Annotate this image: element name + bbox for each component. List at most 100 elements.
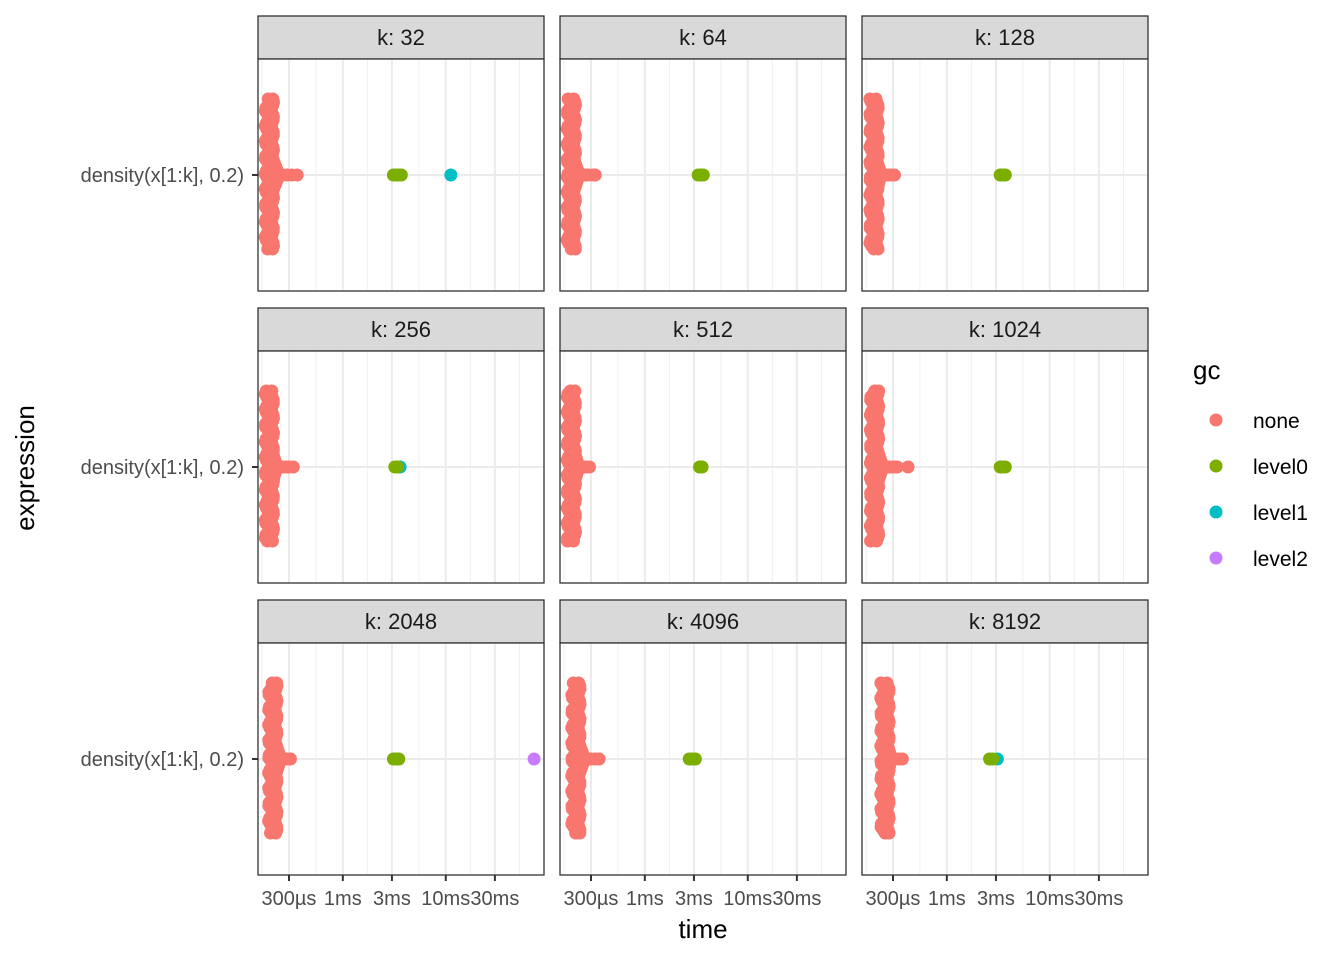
data-point bbox=[262, 485, 276, 499]
legend: gc none level0 level1 level2 bbox=[1193, 355, 1308, 571]
x-axis-title: time bbox=[678, 914, 727, 944]
series-none bbox=[560, 384, 596, 548]
data-point bbox=[592, 752, 606, 766]
data-point bbox=[266, 777, 280, 791]
series-none bbox=[258, 384, 300, 548]
legend-item-none: none bbox=[1209, 410, 1300, 433]
series-level0 bbox=[386, 168, 408, 182]
panel-border bbox=[861, 642, 1149, 876]
legend-key-level2 bbox=[1209, 551, 1223, 565]
data-point bbox=[391, 460, 405, 474]
series-level0 bbox=[388, 460, 405, 474]
facet-strip-label: k: 2048 bbox=[365, 609, 437, 634]
facet-strip-label: k: 32 bbox=[377, 25, 425, 50]
legend-item-level0: level0 bbox=[1209, 456, 1308, 479]
facet-panel: k: 8192 300µs 1ms 3ms 10ms 30ms bbox=[861, 599, 1149, 910]
data-point bbox=[286, 460, 300, 474]
x-tick-label: 3ms bbox=[977, 888, 1015, 910]
legend-key-level1 bbox=[1209, 505, 1223, 519]
x-tick-label: 30ms bbox=[1074, 888, 1123, 910]
data-point bbox=[882, 826, 896, 840]
facet-strip bbox=[861, 15, 1149, 60]
panel-border bbox=[861, 350, 1149, 584]
data-point bbox=[998, 168, 1012, 182]
data-point bbox=[695, 460, 709, 474]
facet-strip bbox=[257, 307, 545, 352]
series-level0 bbox=[993, 168, 1012, 182]
series-level0 bbox=[983, 752, 1000, 766]
series-none bbox=[863, 92, 901, 256]
facet-strip-label: k: 512 bbox=[673, 317, 733, 342]
facet-strip bbox=[559, 599, 847, 644]
panel-border bbox=[559, 58, 847, 292]
legend-label: level0 bbox=[1253, 456, 1308, 479]
data-point bbox=[269, 826, 283, 840]
x-tick-label: 10ms bbox=[1025, 888, 1074, 910]
facet-strip-label: k: 256 bbox=[371, 317, 431, 342]
facet-panel: k: 2048 density(x[1:k], 0.2) 300µs 1ms 3ms 10… bbox=[81, 599, 545, 910]
legend-key-level0 bbox=[1209, 459, 1223, 473]
data-point bbox=[262, 193, 276, 207]
data-point bbox=[588, 168, 602, 182]
data-point bbox=[566, 534, 580, 548]
facet-panel: k: 1024 bbox=[861, 307, 1149, 584]
series-level0 bbox=[386, 752, 406, 766]
data-point bbox=[564, 193, 578, 207]
data-point bbox=[394, 168, 408, 182]
facet-panel: k: 512 bbox=[559, 307, 847, 584]
legend-key-none bbox=[1209, 413, 1223, 427]
series-none bbox=[258, 92, 304, 256]
x-tick-label: 10ms bbox=[421, 888, 470, 910]
legend-label: level2 bbox=[1253, 548, 1308, 571]
data-point bbox=[527, 752, 541, 766]
facet-strip bbox=[559, 15, 847, 60]
data-point bbox=[998, 460, 1012, 474]
data-point bbox=[890, 460, 904, 474]
y-tick-label: density(x[1:k], 0.2) bbox=[81, 165, 244, 187]
facet-strip-label: k: 4096 bbox=[667, 609, 739, 634]
series-level0 bbox=[691, 168, 710, 182]
facet-panel: k: 32 density(x[1:k], 0.2) bbox=[81, 15, 545, 292]
series-none bbox=[560, 92, 602, 256]
facet-panel: k: 256 density(x[1:k], 0.2) bbox=[81, 307, 545, 584]
data-point bbox=[290, 168, 304, 182]
data-point bbox=[986, 752, 1000, 766]
data-point bbox=[867, 485, 881, 499]
data-point bbox=[392, 752, 406, 766]
series-none bbox=[262, 676, 297, 840]
legend-item-level1: level1 bbox=[1209, 502, 1308, 525]
data-point bbox=[877, 777, 891, 791]
legend-title: gc bbox=[1193, 355, 1220, 385]
y-tick-label: density(x[1:k], 0.2) bbox=[81, 457, 244, 479]
y-axis-title: expression bbox=[10, 405, 40, 531]
series-level0 bbox=[682, 752, 702, 766]
facet-strip bbox=[861, 599, 1149, 644]
data-point bbox=[696, 168, 710, 182]
series-none bbox=[565, 676, 606, 840]
data-point bbox=[895, 752, 909, 766]
x-tick-label: 3ms bbox=[373, 888, 411, 910]
facet-panel: k: 128 bbox=[861, 15, 1149, 292]
facet-strip bbox=[559, 307, 847, 352]
data-point bbox=[564, 485, 578, 499]
data-point bbox=[887, 168, 901, 182]
data-point bbox=[871, 242, 885, 256]
y-tick-label: density(x[1:k], 0.2) bbox=[81, 749, 244, 771]
series-none bbox=[863, 384, 915, 548]
series-level0 bbox=[693, 460, 709, 474]
x-tick-label: 300µs bbox=[262, 888, 317, 910]
facet-strip-label: k: 64 bbox=[679, 25, 727, 50]
x-tick-label: 30ms bbox=[470, 888, 519, 910]
series-level0 bbox=[993, 460, 1012, 474]
panel-border bbox=[559, 642, 847, 876]
x-tick-label: 10ms bbox=[723, 888, 772, 910]
panel-border bbox=[559, 350, 847, 584]
series-none bbox=[874, 676, 909, 840]
x-tick-label: 1ms bbox=[324, 888, 362, 910]
series-level1 bbox=[444, 168, 458, 182]
data-point bbox=[444, 168, 458, 182]
x-tick-label: 1ms bbox=[928, 888, 966, 910]
facet-strip-label: k: 128 bbox=[975, 25, 1035, 50]
facets-group: k: 32 density(x[1:k], 0.2) k: 64 k: 128 k: 2… bbox=[81, 15, 1149, 910]
facet-panel: k: 4096 300µs 1ms 3ms 10ms 30ms bbox=[559, 599, 847, 910]
